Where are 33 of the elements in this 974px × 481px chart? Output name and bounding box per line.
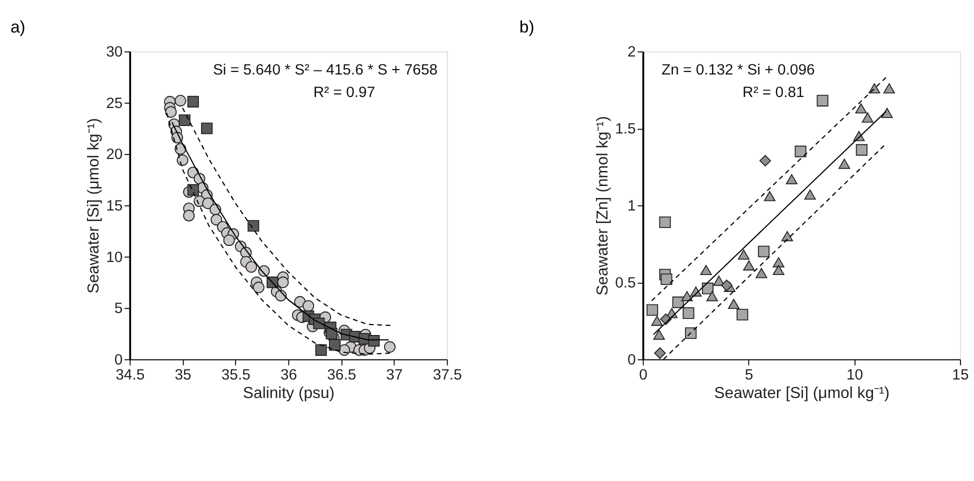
x-axis-title: Salinity (psu) <box>242 384 335 402</box>
x-tick-label: 15 <box>952 366 969 384</box>
x-axis-title: Seawater [Si] (μmol kg⁻¹) <box>714 384 890 402</box>
y-tick-label: 0 <box>628 351 636 368</box>
annotation: Si = 5.640 * S² – 415.6 * S + 7658 <box>212 62 438 79</box>
x-tick-label: 0 <box>639 366 648 384</box>
x-tick-label: 35.5 <box>221 366 250 384</box>
y-tick-label: 25 <box>106 94 123 112</box>
y-tick-label: 0.5 <box>615 274 636 292</box>
y-tick-label: 30 <box>106 44 123 61</box>
annotation: R² = 0.81 <box>742 84 804 102</box>
y-tick-label: 5 <box>114 300 123 318</box>
y-axis-title: Seawater [Si] (μmol kg⁻¹) <box>86 118 103 294</box>
annotation: Zn = 0.132 * Si + 0.096 <box>661 62 815 79</box>
y-tick-label: 1 <box>628 197 636 214</box>
y-tick-label: 10 <box>106 248 123 266</box>
x-tick-label: 5 <box>744 366 754 384</box>
y-tick-label: 1.5 <box>615 120 636 138</box>
chart-title: a) <box>10 18 26 37</box>
annotation: R² = 0.97 <box>313 84 376 102</box>
x-tick-label: 37.5 <box>432 366 462 384</box>
x-tick-label: 34.5 <box>116 366 145 384</box>
x-tick-label: 35 <box>174 366 192 384</box>
y-tick-label: 15 <box>106 197 123 214</box>
y-tick-label: 0 <box>114 351 123 368</box>
y-axis-title: Seawater [Zn] (nmol kg⁻¹) <box>594 116 612 296</box>
x-tick-label: 36.5 <box>327 366 356 384</box>
x-tick-label: 36 <box>280 366 298 384</box>
x-tick-label: 37 <box>386 366 403 384</box>
x-tick-label: 10 <box>846 366 864 384</box>
y-tick-label: 20 <box>106 146 123 164</box>
y-tick-label: 2 <box>628 44 636 61</box>
chart-title: b) <box>519 18 534 37</box>
